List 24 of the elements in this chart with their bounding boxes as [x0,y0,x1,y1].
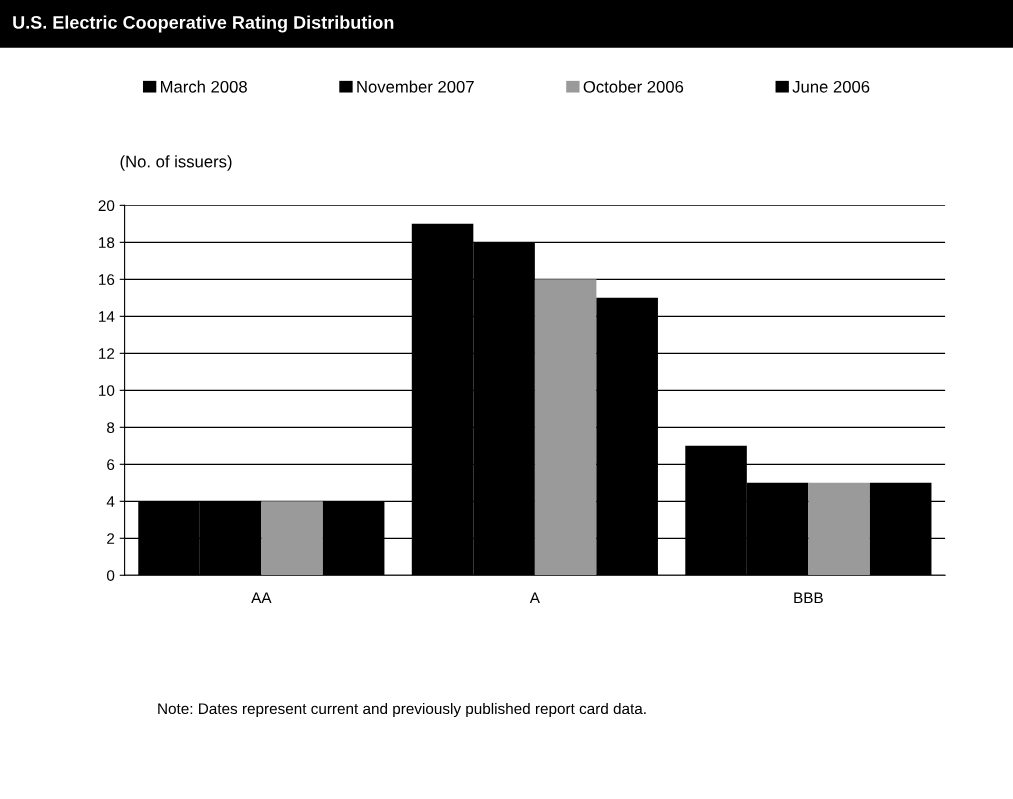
x-tick-label: AA [251,592,272,604]
text: Note: Dates represent current and previously published report card data. [158,702,646,718]
x-tick-label: A [529,592,540,604]
y-tick-label: 10 [99,385,115,396]
bar [261,501,323,576]
bar [534,279,597,576]
x-tick-label: BBB [794,592,823,604]
chart-title: U.S. Electric Cooperative Rating Distribution [13,15,394,33]
y-tick-label: 18 [99,237,115,249]
y-tick-label: 14 [99,311,115,322]
y-tick-label: 8 [107,422,115,433]
legend-label: June 2006 [792,80,870,93]
y-axis-title: (No. of issuers) [120,155,232,171]
legend-label: November 2007 [357,80,474,93]
bar [808,482,870,576]
y-tick-label: 16 [99,274,115,286]
y-tick-label: 0 [106,570,115,581]
y-tick-label: 6 [107,459,115,470]
y-tick-label: 2 [107,533,115,544]
y-tick-label: 4 [106,496,115,507]
legend-label: March 2008 [161,80,247,93]
y-tick-label: 12 [99,348,115,359]
legend-label: October 2006 [583,80,684,93]
y-tick-label: 20 [98,200,115,212]
